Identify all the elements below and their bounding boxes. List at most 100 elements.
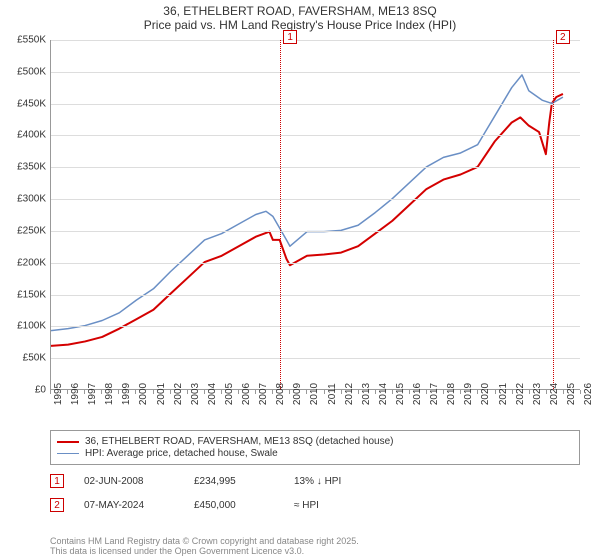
x-axis-label: 2006: [241, 383, 252, 405]
chart-plot: 12 £0£50K£100K£150K£200K£250K£300K£350K£…: [50, 40, 580, 390]
x-axis-label: 2017: [429, 383, 440, 405]
x-tick: [529, 390, 530, 394]
x-axis-label: 2012: [344, 383, 355, 405]
x-axis-label: 2004: [207, 383, 218, 405]
event-marker-box: 1: [50, 474, 64, 488]
x-axis-label: 2013: [361, 383, 372, 405]
y-axis-label: £250K: [6, 225, 46, 236]
grid-line: [51, 199, 580, 200]
x-axis-label: 1996: [70, 383, 81, 405]
grid-line: [51, 263, 580, 264]
event-date: 02-JUN-2008: [84, 476, 174, 487]
x-axis-label: 2000: [138, 383, 149, 405]
y-axis-label: £300K: [6, 194, 46, 205]
x-tick: [392, 390, 393, 394]
grid-line: [51, 326, 580, 327]
grid-line: [51, 104, 580, 105]
x-axis-label: 2020: [480, 383, 491, 405]
x-tick: [67, 390, 68, 394]
plot-area: 12: [50, 40, 580, 390]
x-axis-label: 2026: [583, 383, 594, 405]
x-axis-label: 2023: [532, 383, 543, 405]
x-axis-label: 2003: [190, 383, 201, 405]
x-tick: [50, 390, 51, 394]
legend-label: 36, ETHELBERT ROAD, FAVERSHAM, ME13 8SQ …: [85, 436, 393, 447]
x-tick: [512, 390, 513, 394]
x-axis-label: 2005: [224, 383, 235, 405]
x-axis-label: 1999: [121, 383, 132, 405]
event-marker-box: 2: [50, 498, 64, 512]
legend-row: HPI: Average price, detached house, Swal…: [57, 448, 573, 459]
marker-label: 2: [556, 30, 570, 44]
legend-swatch-hpi: [57, 453, 79, 454]
marker-label: 1: [283, 30, 297, 44]
grid-line: [51, 135, 580, 136]
y-axis-label: £0: [6, 385, 46, 396]
footer-attribution: Contains HM Land Registry data © Crown c…: [50, 536, 580, 556]
x-axis-label: 2024: [549, 383, 560, 405]
x-tick: [460, 390, 461, 394]
grid-line: [51, 167, 580, 168]
x-axis-label: 2001: [156, 383, 167, 405]
x-axis-label: 2025: [566, 383, 577, 405]
x-axis-label: 2018: [446, 383, 457, 405]
chart-container: 36, ETHELBERT ROAD, FAVERSHAM, ME13 8SQ …: [0, 0, 600, 560]
x-tick: [306, 390, 307, 394]
x-axis-label: 2010: [309, 383, 320, 405]
x-tick: [358, 390, 359, 394]
x-axis-label: 2008: [275, 383, 286, 405]
x-tick: [84, 390, 85, 394]
x-axis-label: 1995: [53, 383, 64, 405]
footer-line: Contains HM Land Registry data © Crown c…: [50, 536, 580, 546]
x-tick: [272, 390, 273, 394]
x-tick: [170, 390, 171, 394]
x-tick: [255, 390, 256, 394]
marker-line: [280, 40, 281, 389]
legend-row: 36, ETHELBERT ROAD, FAVERSHAM, ME13 8SQ …: [57, 436, 573, 447]
x-axis-label: 2019: [463, 383, 474, 405]
chart-lines: [51, 40, 580, 389]
x-tick: [101, 390, 102, 394]
x-tick: [289, 390, 290, 394]
title-block: 36, ETHELBERT ROAD, FAVERSHAM, ME13 8SQ …: [0, 0, 600, 34]
event-date: 07-MAY-2024: [84, 500, 174, 511]
x-tick: [324, 390, 325, 394]
x-axis-label: 1998: [104, 383, 115, 405]
event-delta: 13% ↓ HPI: [294, 476, 341, 487]
event-price: £450,000: [194, 500, 274, 511]
x-axis-label: 2009: [292, 383, 303, 405]
x-axis-label: 2015: [395, 383, 406, 405]
x-tick: [375, 390, 376, 394]
x-tick: [426, 390, 427, 394]
x-tick: [153, 390, 154, 394]
y-axis-label: £550K: [6, 35, 46, 46]
y-axis-label: £50K: [6, 353, 46, 364]
x-axis-label: 2014: [378, 383, 389, 405]
x-tick: [221, 390, 222, 394]
event-row: 1 02-JUN-2008 £234,995 13% ↓ HPI: [50, 474, 580, 488]
event-price: £234,995: [194, 476, 274, 487]
y-axis-label: £200K: [6, 257, 46, 268]
x-axis-label: 1997: [87, 383, 98, 405]
x-tick: [135, 390, 136, 394]
x-tick: [443, 390, 444, 394]
x-tick: [580, 390, 581, 394]
x-axis-label: 2007: [258, 383, 269, 405]
x-tick: [409, 390, 410, 394]
x-tick: [477, 390, 478, 394]
event-delta: ≈ HPI: [294, 500, 319, 511]
x-tick: [187, 390, 188, 394]
x-tick: [341, 390, 342, 394]
x-tick: [204, 390, 205, 394]
legend-swatch-price: [57, 441, 79, 443]
marker-line: [553, 40, 554, 389]
x-axis-label: 2011: [327, 383, 338, 405]
x-tick: [563, 390, 564, 394]
x-tick: [546, 390, 547, 394]
y-axis-label: £350K: [6, 162, 46, 173]
legend-label: HPI: Average price, detached house, Swal…: [85, 448, 278, 459]
y-axis-label: £400K: [6, 130, 46, 141]
x-tick: [495, 390, 496, 394]
grid-line: [51, 358, 580, 359]
x-axis-label: 2021: [498, 383, 509, 405]
